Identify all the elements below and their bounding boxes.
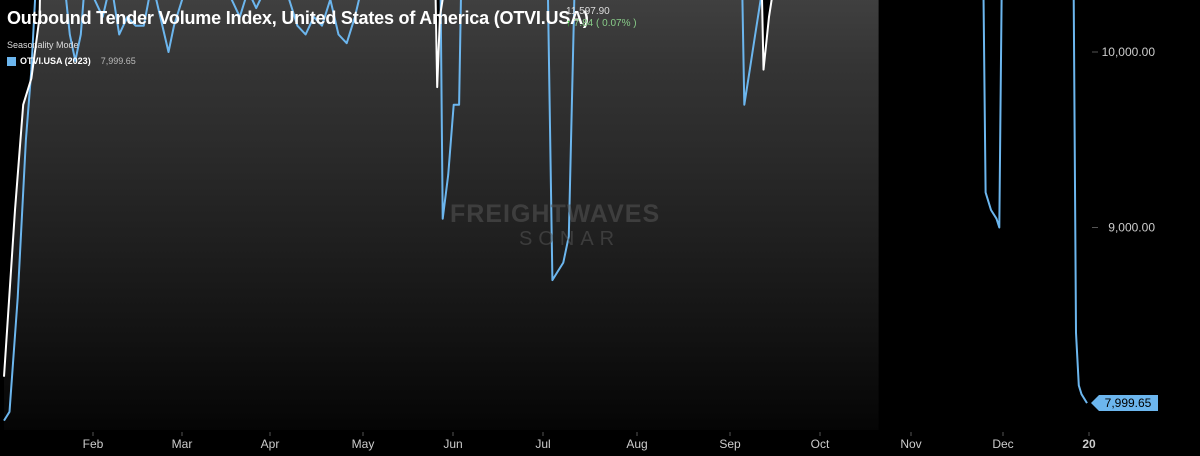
current-value-block: 11,597.90 ↑ 7.84 ( 0.07% ): [566, 6, 637, 30]
prior-value-marker-label: 7,999.65: [1105, 396, 1152, 410]
x-tick-label: Feb: [83, 437, 104, 451]
x-tick-label: Sep: [719, 437, 741, 451]
x-axis: Feb Mar Apr May Jun Jul Aug Sep Oct Nov Dec 20: [83, 432, 1096, 451]
series-line-otvi-usa-2023: [3, 0, 1088, 422]
series-area-otvi-usa: [4, 0, 879, 430]
watermark-sonar: SONAR: [519, 228, 621, 250]
x-tick-label: 20: [1082, 437, 1096, 451]
x-tick-label: Nov: [900, 437, 921, 451]
x-tick-label: Oct: [811, 437, 830, 451]
y-tick-label: 9,000.00: [1108, 221, 1155, 235]
y-tick-label: 10,000.00: [1102, 45, 1156, 59]
prior-value-marker-bg: [1091, 395, 1158, 412]
x-tick-label: Apr: [261, 437, 280, 451]
watermark-freightwaves: FREIGHTWAVES: [450, 200, 661, 228]
current-value: 11,597.90: [566, 6, 610, 17]
x-tick-label: Jul: [535, 437, 550, 451]
up-arrow-icon: ↑: [566, 18, 571, 29]
seasonality-mode-label[interactable]: Seasonality Mode: [7, 40, 79, 50]
legend-item[interactable]: OTVI.USA (2023) 7,999.65: [7, 56, 136, 66]
prior-value-marker: 7,999.65: [1091, 395, 1158, 412]
x-tick-label: Dec: [992, 437, 1013, 451]
change-value: ↑ 7.84 ( 0.07% ): [566, 18, 637, 30]
x-tick-label: Mar: [172, 437, 193, 451]
x-tick-label: May: [352, 437, 375, 451]
legend-series-value: 7,999.65: [100, 56, 136, 66]
x-tick-label: Aug: [626, 437, 647, 451]
legend-series-name: OTVI.USA (2023): [20, 56, 91, 66]
x-tick-label: Jun: [443, 437, 462, 451]
legend-swatch: [7, 56, 16, 66]
area-fill: [4, 0, 879, 430]
change-text: 7.84 ( 0.07% ): [573, 18, 637, 29]
chart-title: Outbound Tender Volume Index, United Sta…: [7, 8, 589, 28]
